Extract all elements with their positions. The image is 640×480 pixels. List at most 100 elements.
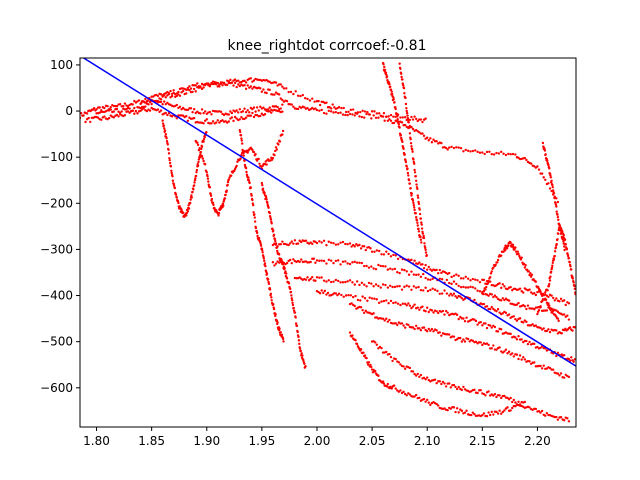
data-point	[205, 131, 208, 134]
data-point	[380, 253, 383, 256]
data-point	[359, 110, 362, 114]
data-point	[322, 239, 326, 242]
data-point	[276, 105, 279, 109]
data-point	[506, 352, 509, 355]
data-point	[560, 231, 563, 234]
data-point	[449, 292, 453, 295]
data-point	[500, 412, 503, 415]
data-point	[433, 288, 437, 291]
data-point	[544, 298, 548, 302]
data-point	[159, 98, 163, 101]
data-point	[136, 112, 139, 115]
data-point	[381, 380, 385, 383]
data-point	[309, 277, 312, 281]
data-point	[503, 394, 506, 398]
data-point	[243, 84, 246, 87]
data-point	[408, 304, 412, 307]
data-point	[279, 97, 282, 100]
data-point	[211, 120, 215, 123]
data-point	[344, 242, 347, 246]
data-point	[414, 212, 417, 215]
data-point	[206, 177, 210, 180]
data-point	[210, 113, 213, 116]
data-point	[290, 240, 293, 243]
data-point	[564, 243, 567, 246]
data-point	[443, 313, 446, 316]
data-point	[243, 107, 246, 110]
data-point	[418, 327, 421, 330]
data-point	[525, 339, 528, 343]
data-point	[550, 270, 553, 274]
data-point	[455, 273, 458, 276]
data-point	[246, 109, 249, 112]
data-point	[247, 178, 251, 182]
data-point	[208, 186, 212, 189]
data-point	[562, 242, 565, 245]
data-point	[411, 199, 415, 202]
data-point	[170, 92, 174, 96]
data-point	[320, 259, 323, 262]
data-point	[170, 115, 174, 118]
data-point	[551, 185, 554, 189]
data-point	[359, 306, 363, 309]
data-point	[165, 140, 169, 143]
data-point	[200, 108, 204, 111]
data-point	[418, 208, 421, 211]
data-point	[548, 330, 552, 334]
data-point	[150, 102, 153, 106]
data-point	[168, 156, 171, 160]
data-point	[515, 319, 519, 322]
data-point	[448, 382, 451, 385]
data-point	[552, 192, 556, 195]
data-point	[188, 88, 191, 92]
data-point	[504, 311, 508, 315]
data-point	[572, 281, 575, 284]
data-point	[260, 112, 264, 115]
data-point	[344, 260, 347, 263]
x-tick-label: 1.80	[83, 434, 110, 448]
data-point	[464, 275, 467, 279]
data-point	[103, 106, 106, 110]
data-point	[403, 268, 406, 272]
data-point	[463, 297, 467, 300]
data-point	[351, 243, 355, 247]
data-point	[374, 267, 378, 271]
data-point	[194, 177, 197, 180]
data-point	[314, 261, 317, 264]
data-point	[385, 75, 389, 78]
data-point	[401, 145, 404, 148]
data-point	[543, 293, 546, 296]
data-point	[522, 291, 525, 294]
data-point	[544, 291, 547, 294]
data-point	[536, 345, 539, 349]
data-point	[547, 163, 550, 167]
data-point	[227, 80, 230, 83]
data-point	[89, 120, 92, 124]
data-point	[419, 217, 423, 220]
data-point	[248, 181, 251, 185]
data-point	[355, 280, 359, 283]
data-point	[553, 299, 556, 302]
data-point	[534, 407, 538, 411]
data-point	[262, 106, 265, 109]
data-point	[417, 230, 421, 233]
data-point	[265, 91, 268, 95]
data-point	[185, 88, 188, 92]
data-point	[268, 88, 271, 92]
data-point	[279, 243, 282, 246]
data-point	[222, 204, 225, 207]
data-point	[438, 268, 441, 272]
data-point	[392, 253, 395, 257]
data-point	[417, 227, 420, 230]
data-point	[547, 295, 550, 299]
data-point	[511, 400, 514, 404]
data-point	[473, 388, 476, 392]
x-tick-label: 2.05	[359, 434, 386, 448]
data-point	[393, 285, 397, 289]
data-point	[394, 107, 397, 111]
data-point	[430, 327, 434, 331]
data-point	[465, 316, 468, 319]
data-point	[292, 242, 295, 245]
data-point	[383, 68, 387, 72]
data-point	[273, 264, 276, 267]
